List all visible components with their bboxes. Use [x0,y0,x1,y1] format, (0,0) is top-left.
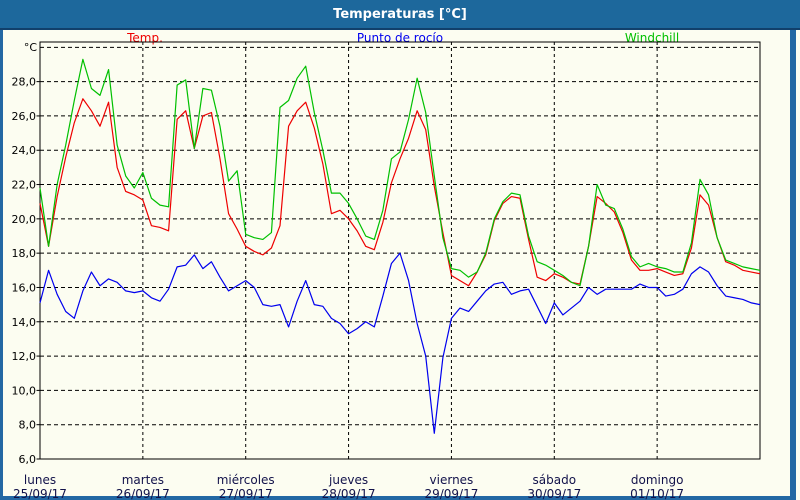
x-axis-day-label-3: jueves [328,473,368,487]
window-border-bottom [0,496,796,500]
y-tick-label-18: 18,0 [12,247,37,260]
y-tick-label-16: 16,0 [12,281,37,294]
x-axis-day-label-5: sábado [533,473,577,487]
temp-series-line [39,98,761,287]
x-axis-date-label-5: 30/09/17 [527,487,581,500]
plot-border [39,41,761,460]
window-title-bar: Temperaturas [°C] [0,0,800,30]
x-axis-day-label-6: domingo [631,473,684,487]
y-tick-label-24: 24,0 [12,144,37,157]
windchill-series-line [39,58,761,287]
x-axis-day-label-0: lunes [24,473,56,487]
x-axis-date-label-1: 26/09/17 [116,487,170,500]
window-border-right [790,30,796,500]
dew-point-series-line [39,252,761,434]
y-tick-label-8: 8,0 [19,419,37,432]
y-tick-label-10: 10,0 [12,384,37,397]
x-axis-date-label-2: 27/09/17 [219,487,273,500]
x-axis-date-label-6: 01/10/17 [630,487,684,500]
window-border-left [0,30,3,500]
y-tick-label-14: 14,0 [12,316,37,329]
x-axis-day-label-4: viernes [430,473,474,487]
x-axis-date-label-4: 29/09/17 [424,487,478,500]
x-axis-date-label-3: 28/09/17 [322,487,376,500]
y-tick-label-12: 12,0 [12,350,37,363]
y-tick-label-20: 20,0 [12,213,37,226]
x-axis-day-label-2: miércoles [217,473,275,487]
y-axis-unit-label: °C [24,41,38,54]
y-tick-label-6: 6,0 [19,453,37,466]
y-tick-label-28: 28,0 [12,76,37,89]
window-title: Temperaturas [°C] [333,6,467,22]
x-axis-date-label-0: 25/09/17 [13,487,67,500]
y-tick-label-26: 26,0 [12,110,37,123]
y-tick-label-22: 22,0 [12,179,37,192]
x-axis-day-label-1: martes [122,473,164,487]
